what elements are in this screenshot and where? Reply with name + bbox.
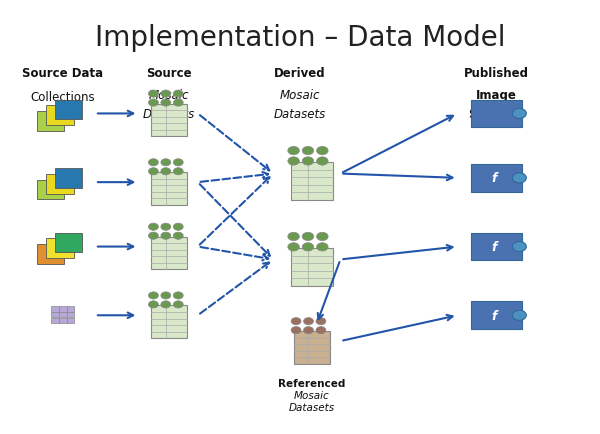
Text: f: f	[491, 309, 496, 322]
Circle shape	[173, 91, 183, 98]
Circle shape	[161, 292, 171, 299]
Circle shape	[316, 318, 326, 325]
Circle shape	[316, 327, 326, 334]
Circle shape	[173, 224, 183, 231]
FancyBboxPatch shape	[151, 173, 187, 206]
Text: Image: Image	[476, 89, 517, 102]
Circle shape	[148, 168, 158, 175]
FancyBboxPatch shape	[291, 163, 333, 201]
Circle shape	[288, 147, 299, 155]
Circle shape	[317, 233, 328, 241]
FancyBboxPatch shape	[52, 318, 59, 323]
Text: Mosaic: Mosaic	[294, 391, 330, 401]
Circle shape	[161, 168, 171, 175]
Circle shape	[512, 310, 526, 321]
Circle shape	[302, 233, 314, 241]
Circle shape	[291, 327, 301, 334]
Circle shape	[302, 158, 314, 166]
Circle shape	[317, 243, 328, 251]
Circle shape	[148, 301, 158, 308]
FancyBboxPatch shape	[151, 237, 187, 270]
FancyBboxPatch shape	[59, 318, 67, 323]
Circle shape	[161, 224, 171, 231]
FancyBboxPatch shape	[151, 306, 187, 339]
FancyBboxPatch shape	[55, 100, 82, 120]
Text: f: f	[491, 172, 496, 185]
Circle shape	[148, 91, 158, 98]
Text: Datasets: Datasets	[289, 402, 335, 412]
Circle shape	[161, 91, 171, 98]
Circle shape	[148, 224, 158, 231]
FancyBboxPatch shape	[294, 332, 330, 364]
Text: Published: Published	[464, 67, 529, 80]
Circle shape	[161, 301, 171, 308]
FancyBboxPatch shape	[37, 180, 64, 200]
Circle shape	[304, 327, 313, 334]
Circle shape	[317, 147, 328, 155]
Text: Referenced: Referenced	[278, 378, 346, 388]
Circle shape	[148, 292, 158, 299]
Circle shape	[304, 318, 313, 325]
Circle shape	[173, 159, 183, 167]
FancyBboxPatch shape	[37, 112, 64, 131]
Text: Mosaic: Mosaic	[149, 89, 190, 102]
FancyBboxPatch shape	[67, 312, 74, 318]
FancyBboxPatch shape	[59, 312, 67, 318]
Circle shape	[291, 318, 301, 325]
Circle shape	[302, 147, 314, 155]
Circle shape	[173, 233, 183, 240]
FancyBboxPatch shape	[55, 233, 82, 253]
Text: Datasets: Datasets	[274, 108, 326, 121]
Circle shape	[161, 233, 171, 240]
Circle shape	[288, 243, 299, 251]
FancyBboxPatch shape	[471, 164, 521, 192]
FancyBboxPatch shape	[67, 307, 74, 312]
FancyBboxPatch shape	[37, 244, 64, 264]
Circle shape	[173, 292, 183, 299]
FancyBboxPatch shape	[471, 233, 521, 261]
FancyBboxPatch shape	[52, 307, 59, 312]
Circle shape	[173, 168, 183, 175]
FancyBboxPatch shape	[55, 169, 82, 188]
Circle shape	[302, 243, 314, 251]
Circle shape	[512, 109, 526, 119]
Circle shape	[173, 301, 183, 308]
Circle shape	[148, 100, 158, 107]
Circle shape	[288, 233, 299, 241]
Text: Collections: Collections	[30, 91, 95, 104]
FancyBboxPatch shape	[471, 100, 521, 128]
Circle shape	[173, 100, 183, 107]
Circle shape	[161, 100, 171, 107]
FancyBboxPatch shape	[59, 307, 67, 312]
Circle shape	[317, 158, 328, 166]
Text: Services: Services	[468, 108, 524, 121]
FancyBboxPatch shape	[46, 239, 74, 258]
Text: Datasets: Datasets	[143, 108, 196, 121]
FancyBboxPatch shape	[471, 302, 521, 329]
FancyBboxPatch shape	[67, 318, 74, 323]
Text: Implementation – Data Model: Implementation – Data Model	[95, 24, 505, 52]
Circle shape	[288, 158, 299, 166]
Circle shape	[512, 174, 526, 184]
Text: Mosaic: Mosaic	[280, 89, 320, 102]
FancyBboxPatch shape	[291, 249, 333, 286]
Circle shape	[161, 159, 171, 167]
FancyBboxPatch shape	[151, 105, 187, 137]
Text: f: f	[491, 240, 496, 253]
Circle shape	[148, 159, 158, 167]
Text: Source Data: Source Data	[22, 67, 103, 80]
FancyBboxPatch shape	[46, 106, 74, 125]
Circle shape	[148, 233, 158, 240]
FancyBboxPatch shape	[46, 174, 74, 194]
FancyBboxPatch shape	[52, 312, 59, 318]
Circle shape	[512, 242, 526, 252]
Text: Derived: Derived	[274, 67, 326, 80]
Text: Source: Source	[146, 67, 192, 80]
